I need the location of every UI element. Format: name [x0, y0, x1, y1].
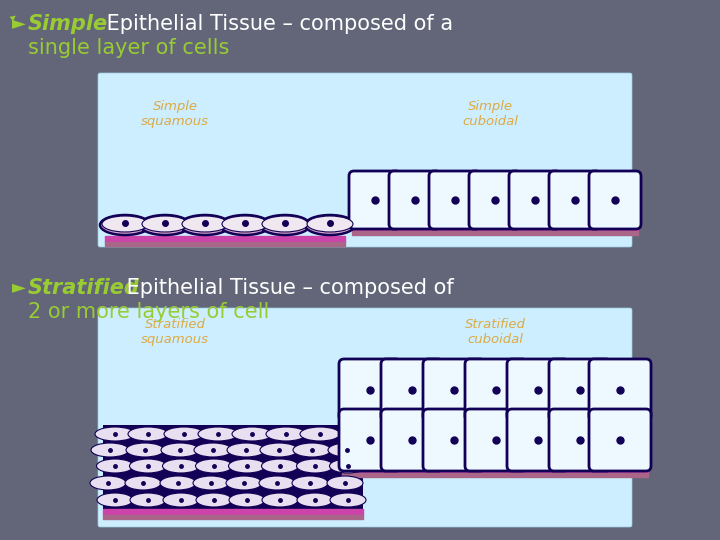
FancyBboxPatch shape [589, 409, 651, 471]
Text: 2 or more layers of cell: 2 or more layers of cell [28, 302, 269, 322]
Text: ►: ► [12, 14, 26, 32]
Ellipse shape [226, 476, 262, 490]
FancyBboxPatch shape [469, 171, 521, 229]
FancyBboxPatch shape [389, 171, 441, 229]
Ellipse shape [227, 443, 265, 457]
Ellipse shape [142, 216, 188, 232]
FancyBboxPatch shape [98, 308, 632, 527]
Ellipse shape [228, 459, 266, 473]
Ellipse shape [194, 443, 232, 457]
Text: Simple
cuboidal: Simple cuboidal [462, 100, 518, 128]
Ellipse shape [96, 459, 133, 473]
Ellipse shape [130, 493, 166, 507]
Ellipse shape [161, 443, 199, 457]
Text: Simple
squamous: Simple squamous [141, 100, 209, 128]
Text: Stratified
cuboidal: Stratified cuboidal [464, 318, 526, 346]
FancyBboxPatch shape [549, 409, 611, 471]
Ellipse shape [222, 216, 268, 232]
Ellipse shape [328, 443, 366, 457]
Ellipse shape [198, 427, 238, 441]
Ellipse shape [220, 215, 270, 235]
Ellipse shape [261, 459, 299, 473]
FancyBboxPatch shape [465, 359, 527, 421]
FancyBboxPatch shape [339, 359, 401, 421]
Ellipse shape [330, 459, 366, 473]
Bar [352, 225, 638, 231]
Ellipse shape [229, 493, 265, 507]
Ellipse shape [130, 459, 166, 473]
FancyBboxPatch shape [507, 359, 569, 421]
Ellipse shape [100, 215, 150, 235]
Ellipse shape [297, 493, 333, 507]
FancyBboxPatch shape [465, 409, 527, 471]
Ellipse shape [128, 427, 168, 441]
Ellipse shape [293, 443, 331, 457]
Ellipse shape [125, 476, 161, 490]
Ellipse shape [163, 493, 199, 507]
Ellipse shape [196, 459, 233, 473]
Ellipse shape [91, 443, 129, 457]
Bar [103, 509, 363, 515]
Ellipse shape [196, 493, 232, 507]
Ellipse shape [305, 215, 355, 235]
Ellipse shape [262, 493, 298, 507]
Ellipse shape [262, 216, 308, 232]
Ellipse shape [330, 493, 366, 507]
Ellipse shape [307, 216, 353, 232]
FancyBboxPatch shape [589, 359, 651, 421]
Ellipse shape [260, 443, 298, 457]
FancyBboxPatch shape [429, 171, 481, 229]
Ellipse shape [180, 215, 230, 235]
Ellipse shape [160, 476, 196, 490]
Ellipse shape [300, 427, 340, 441]
FancyBboxPatch shape [423, 359, 485, 421]
Ellipse shape [97, 493, 133, 507]
Ellipse shape [327, 476, 363, 490]
Ellipse shape [182, 216, 228, 232]
Bar [103, 425, 363, 509]
FancyBboxPatch shape [549, 359, 611, 421]
Ellipse shape [90, 476, 126, 490]
Ellipse shape [260, 215, 310, 235]
Ellipse shape [297, 459, 333, 473]
FancyBboxPatch shape [381, 359, 443, 421]
Text: ►: ► [12, 278, 26, 296]
Bar [105, 236, 345, 242]
Ellipse shape [259, 476, 295, 490]
FancyBboxPatch shape [589, 171, 641, 229]
Text: Epithelial Tissue – composed of: Epithelial Tissue – composed of [120, 278, 454, 298]
Bar [342, 473, 648, 477]
Ellipse shape [266, 427, 306, 441]
Ellipse shape [102, 216, 148, 232]
Ellipse shape [232, 427, 272, 441]
Text: Stratified
squamous: Stratified squamous [141, 318, 209, 346]
Bar [342, 467, 648, 473]
FancyBboxPatch shape [549, 171, 601, 229]
Ellipse shape [292, 476, 328, 490]
Bar [105, 242, 345, 246]
Ellipse shape [193, 476, 229, 490]
Ellipse shape [95, 427, 135, 441]
FancyBboxPatch shape [381, 409, 443, 471]
Ellipse shape [163, 459, 199, 473]
Ellipse shape [164, 427, 204, 441]
Text: Simple: Simple [28, 14, 108, 34]
Text: Stratified: Stratified [28, 278, 140, 298]
Ellipse shape [140, 215, 190, 235]
FancyBboxPatch shape [423, 409, 485, 471]
FancyBboxPatch shape [507, 409, 569, 471]
FancyBboxPatch shape [509, 171, 561, 229]
Bar [352, 231, 638, 235]
Ellipse shape [126, 443, 164, 457]
Text: Epithelial Tissue – composed of a: Epithelial Tissue – composed of a [100, 14, 453, 34]
FancyBboxPatch shape [98, 73, 632, 247]
Text: single layer of cells: single layer of cells [28, 38, 230, 58]
FancyBboxPatch shape [349, 171, 401, 229]
Bar [103, 515, 363, 519]
FancyBboxPatch shape [339, 409, 401, 471]
